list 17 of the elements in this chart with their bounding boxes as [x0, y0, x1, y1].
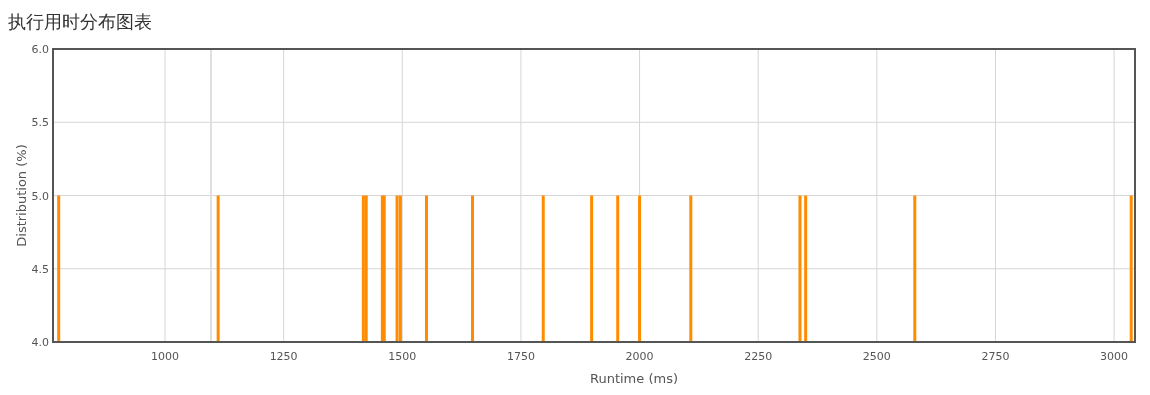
- x-tick-label: 1500: [388, 350, 417, 363]
- x-tick-label: 2750: [981, 350, 1010, 363]
- x-tick-label: 1750: [506, 350, 535, 363]
- x-tick-label: 3000: [1100, 350, 1129, 363]
- y-tick-label: 6.0: [31, 43, 49, 56]
- x-tick-label: 1250: [269, 350, 298, 363]
- x-tick-label: 1000: [151, 350, 179, 363]
- x-tick-label: 2000: [625, 350, 654, 363]
- y-tick-label: 4.0: [31, 336, 49, 349]
- y-axis-title: Distribution (%): [14, 144, 29, 247]
- chart-title: 执行用时分布图表: [8, 11, 152, 32]
- x-tick-label: 2250: [744, 350, 773, 363]
- x-tick-label: 2500: [862, 350, 891, 363]
- y-tick-label: 5.0: [31, 189, 49, 203]
- y-tick-label: 4.5: [31, 262, 49, 276]
- x-axis-title: Runtime (ms): [589, 371, 679, 386]
- y-tick-label: 5.5: [31, 116, 49, 130]
